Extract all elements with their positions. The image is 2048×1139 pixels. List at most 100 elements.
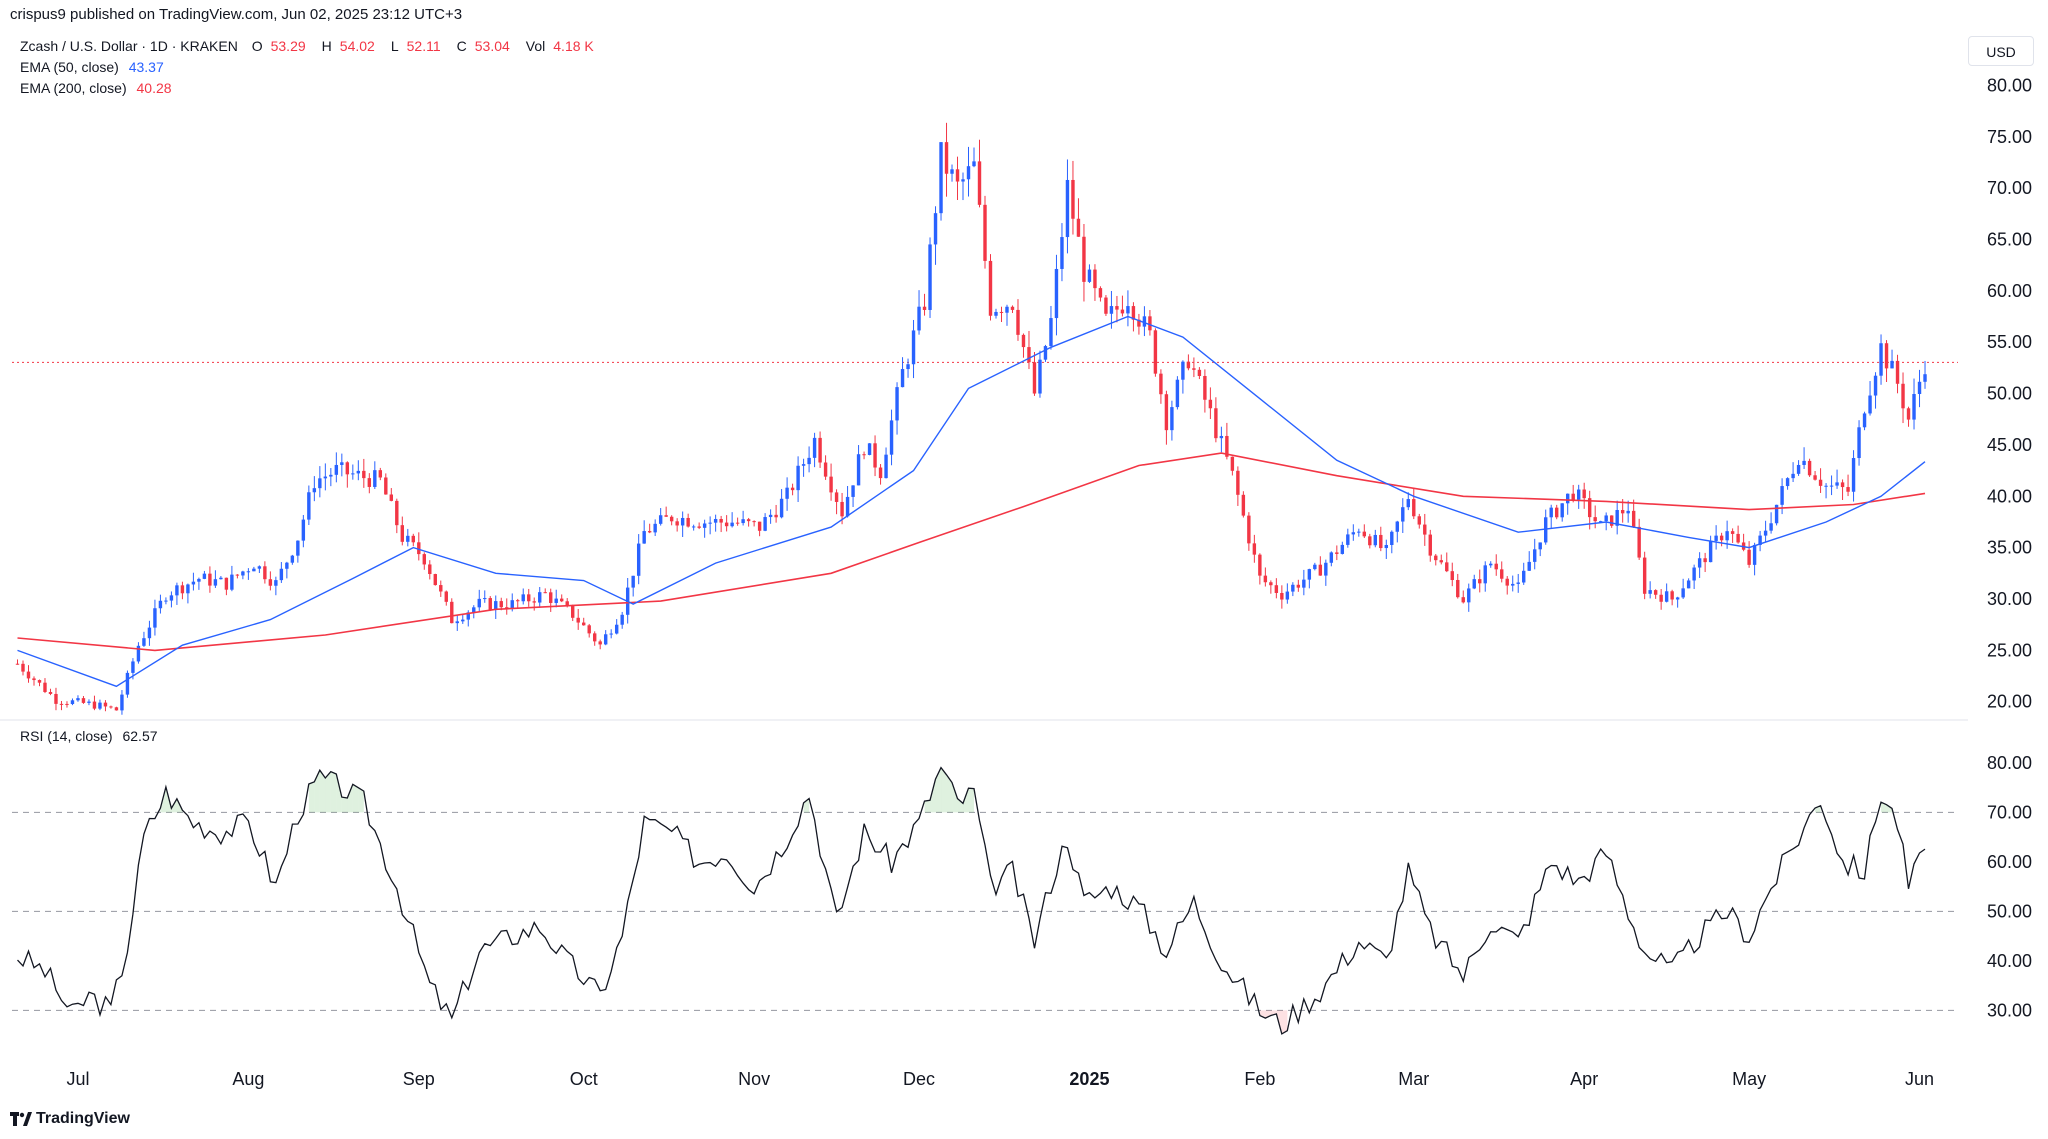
candle <box>1846 474 1850 497</box>
candle-body <box>785 487 789 499</box>
candle-body <box>59 703 64 705</box>
candle-body <box>560 598 564 602</box>
currency-button[interactable]: USD <box>1968 36 2034 66</box>
rsi-tick-label: 30.00 <box>1987 1000 2032 1020</box>
candle <box>1214 397 1218 443</box>
candle <box>406 528 410 547</box>
candle <box>1456 573 1460 599</box>
candle <box>1296 579 1301 592</box>
candle <box>1016 299 1020 341</box>
candle <box>1005 304 1009 326</box>
candle <box>1076 198 1081 237</box>
tradingview-logo[interactable]: TradingView <box>10 1110 130 1128</box>
candle <box>1615 500 1619 535</box>
candle <box>878 464 883 485</box>
candle <box>153 599 157 636</box>
candle <box>252 566 256 572</box>
candle-body <box>752 521 756 523</box>
symbol-title[interactable]: Zcash / U.S. Dollar · 1D · KRAKEN <box>20 38 238 54</box>
candle-body <box>988 260 993 316</box>
candle <box>1379 526 1383 552</box>
candle <box>1516 573 1520 593</box>
candle-body <box>647 531 652 533</box>
candle-body <box>1818 479 1823 486</box>
rsi-tick-label: 40.00 <box>1987 951 2032 971</box>
time-tick-label: Sep <box>403 1069 435 1089</box>
candle <box>241 570 245 580</box>
candle <box>961 172 965 201</box>
ema50-legend[interactable]: EMA (50, close) 43.37 <box>20 59 164 75</box>
candle-body <box>1313 564 1317 570</box>
candle-body <box>1379 534 1383 549</box>
candle-body <box>1648 590 1652 594</box>
candle <box>664 506 668 517</box>
candle <box>92 695 97 711</box>
candle <box>944 122 949 197</box>
candle <box>999 306 1004 323</box>
candle <box>1401 498 1405 533</box>
candle-body <box>1197 369 1202 376</box>
candle <box>290 554 295 565</box>
candle-body <box>70 700 75 705</box>
candle-body <box>1906 408 1911 420</box>
candle-body <box>131 661 135 673</box>
candle <box>1862 411 1867 431</box>
candle <box>1038 350 1042 398</box>
candle-body <box>834 492 839 502</box>
price-tick-label: 40.00 <box>1987 486 2032 506</box>
candle <box>1461 590 1465 604</box>
candle-body <box>1115 306 1119 310</box>
candle-body <box>1598 521 1603 523</box>
candle-body <box>1730 531 1735 534</box>
candle <box>362 458 366 488</box>
rsi-legend[interactable]: RSI (14, close) 62.57 <box>20 728 158 744</box>
candle <box>1373 529 1378 548</box>
candle-body <box>972 161 976 167</box>
candle-body <box>208 573 212 586</box>
candle-body <box>1813 475 1817 480</box>
candle-body <box>669 516 674 522</box>
price-tick-label: 60.00 <box>1987 281 2032 301</box>
candle-body <box>472 607 476 613</box>
candle <box>120 690 124 715</box>
candle-body <box>1148 316 1152 331</box>
price-tick-label: 25.00 <box>1987 640 2032 660</box>
candle <box>933 206 938 265</box>
candle <box>642 520 646 544</box>
candle <box>142 631 146 647</box>
candle <box>895 382 899 435</box>
candle-body <box>735 522 740 524</box>
candle <box>334 452 339 483</box>
candle-body <box>1714 535 1718 541</box>
candle <box>603 630 608 646</box>
candle <box>263 561 267 584</box>
candle <box>862 451 866 460</box>
candle <box>1714 525 1718 550</box>
price-tick-label: 70.00 <box>1987 178 2032 198</box>
candle <box>790 483 795 496</box>
ema200-legend[interactable]: EMA (200, close) 40.28 <box>20 80 172 96</box>
candle-body <box>164 600 168 602</box>
candle <box>422 552 426 570</box>
candle-body <box>1829 485 1834 487</box>
rsi-overbought-fill <box>1815 805 1821 813</box>
candle <box>856 445 861 486</box>
candle-body <box>1384 544 1388 549</box>
candle <box>549 588 553 612</box>
candle-body <box>466 612 470 620</box>
candle-body <box>1686 580 1691 589</box>
rsi-overbought-fill <box>1886 804 1893 813</box>
candle <box>1692 564 1696 590</box>
time-tick-label: Dec <box>903 1069 935 1089</box>
candle <box>1747 541 1751 568</box>
candle <box>59 700 64 711</box>
candle <box>125 670 130 698</box>
candle-body <box>796 465 800 491</box>
candle-body <box>1917 381 1922 395</box>
candle <box>1675 596 1680 608</box>
candle-body <box>1038 359 1042 394</box>
candle <box>1104 295 1108 316</box>
price-tick-label: 80.00 <box>1987 75 2032 95</box>
candle-body <box>1774 504 1779 524</box>
